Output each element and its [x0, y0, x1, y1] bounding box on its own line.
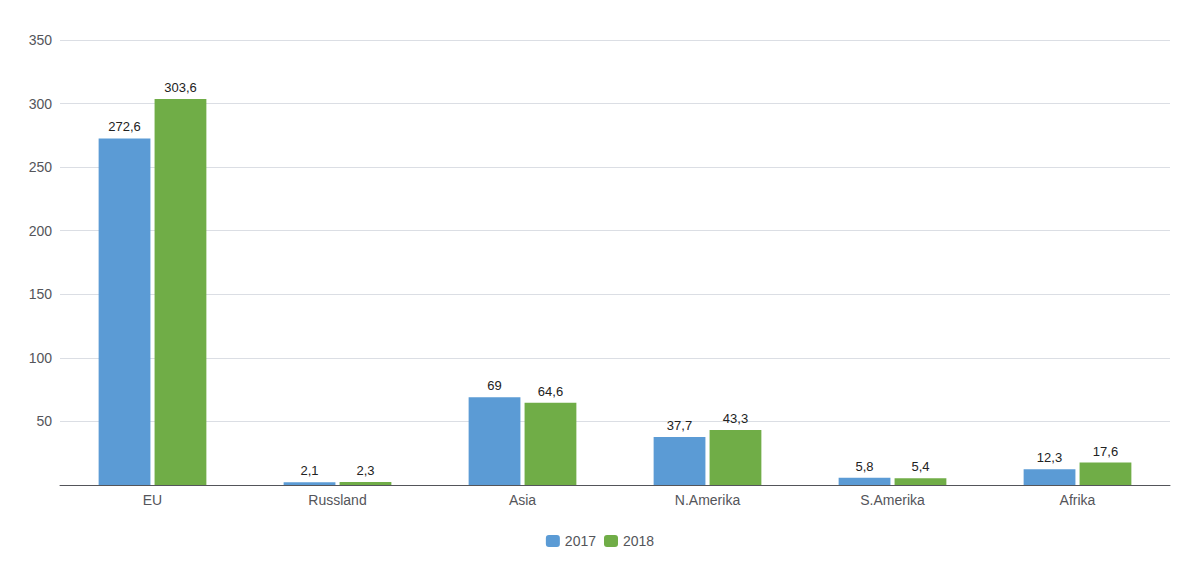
svg-text:350: 350 — [29, 32, 53, 48]
svg-text:17,6: 17,6 — [1093, 444, 1118, 459]
svg-text:EU: EU — [143, 492, 162, 508]
svg-text:250: 250 — [29, 159, 53, 175]
svg-text:2,3: 2,3 — [356, 463, 374, 478]
svg-text:300: 300 — [29, 96, 53, 112]
svg-text:2018: 2018 — [623, 533, 654, 549]
svg-text:2,1: 2,1 — [300, 463, 318, 478]
svg-text:303,6: 303,6 — [164, 80, 197, 95]
svg-text:43,3: 43,3 — [723, 411, 748, 426]
svg-text:200: 200 — [29, 223, 53, 239]
svg-text:100: 100 — [29, 350, 53, 366]
svg-text:N.Amerika: N.Amerika — [675, 492, 741, 508]
svg-text:Asia: Asia — [509, 492, 536, 508]
svg-text:69: 69 — [487, 378, 501, 393]
svg-text:12,3: 12,3 — [1037, 450, 1062, 465]
svg-text:2017: 2017 — [565, 533, 596, 549]
svg-text:Afrika: Afrika — [1060, 492, 1096, 508]
svg-text:5,8: 5,8 — [855, 459, 873, 474]
svg-text:50: 50 — [36, 413, 52, 429]
svg-text:Russland: Russland — [308, 492, 366, 508]
svg-text:272,6: 272,6 — [108, 119, 141, 134]
svg-text:150: 150 — [29, 286, 53, 302]
svg-text:5,4: 5,4 — [911, 459, 929, 474]
svg-text:S.Amerika: S.Amerika — [860, 492, 925, 508]
svg-text:64,6: 64,6 — [538, 384, 563, 399]
svg-text:37,7: 37,7 — [667, 418, 692, 433]
